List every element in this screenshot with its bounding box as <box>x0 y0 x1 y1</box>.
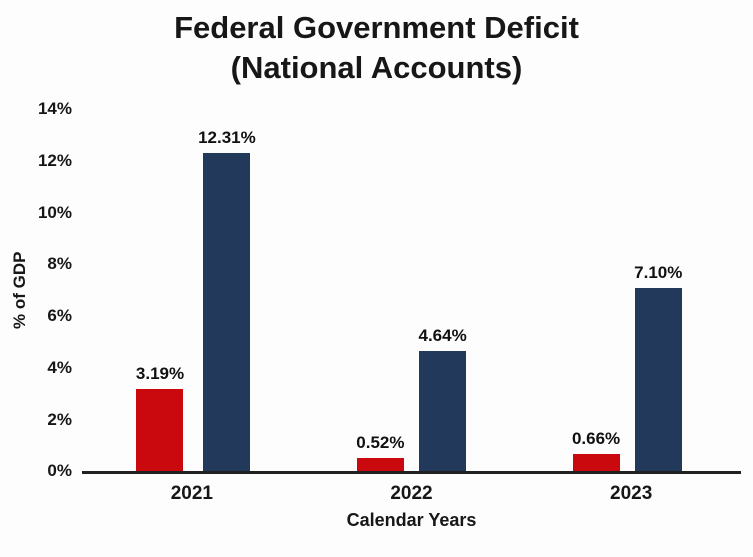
bar-chart: % of GDP 0% 2% 4% 6% 8% 10% 12% 14% 3.19% 12.31%… <box>0 87 753 531</box>
bar-deficit-red-2023 <box>572 454 620 472</box>
bar-deficit-navy-2023 <box>634 287 682 472</box>
x-tick-label-2021: 2021 <box>170 483 213 505</box>
chart-title-line2: (National Accounts) <box>230 49 523 85</box>
chart-title: Federal Government Deficit (National Acc… <box>0 0 753 87</box>
bar-column-deficit-navy-2021: 12.31% <box>198 128 256 472</box>
y-tick-label-8: 8% <box>47 254 72 274</box>
data-label-deficit-red-2023: 0.66% <box>571 429 621 449</box>
bar-deficit-navy-2022 <box>419 351 467 472</box>
plot-area: 3.19% 12.31% 0.52% 4.64% 0.66% 7.10% <box>82 109 741 475</box>
bar-column-deficit-red-2023: 0.66% <box>571 429 621 472</box>
x-tick-label-2023: 2023 <box>610 483 653 505</box>
bar-deficit-navy-2021 <box>203 153 251 472</box>
bar-group-2023: 0.66% 7.10% <box>519 263 735 472</box>
y-tick-label-12: 12% <box>37 151 72 171</box>
bar-column-deficit-red-2021: 3.19% <box>135 363 185 472</box>
y-axis: % of GDP 0% 2% 4% 6% 8% 10% 12% 14% <box>8 99 82 480</box>
data-label-deficit-red-2021: 3.19% <box>135 363 185 383</box>
y-axis-title: % of GDP <box>10 251 29 330</box>
x-tick-labels: 2021 2022 2023 <box>82 483 741 505</box>
data-label-deficit-navy-2022: 4.64% <box>418 326 467 346</box>
y-tick-label-6: 6% <box>47 306 72 326</box>
bar-deficit-red-2021 <box>136 388 184 472</box>
bar-group-2021: 3.19% 12.31% <box>88 128 304 472</box>
y-tick-label-0: 0% <box>47 461 72 481</box>
y-tick-label-2: 2% <box>47 409 72 429</box>
y-tick-labels: 0% 2% 4% 6% 8% 10% 12% 14% <box>32 99 82 480</box>
x-tick-label-2022: 2022 <box>390 483 433 505</box>
data-label-deficit-navy-2021: 12.31% <box>198 128 256 148</box>
y-tick-label-14: 14% <box>37 99 72 119</box>
y-tick-label-10: 10% <box>37 202 72 222</box>
bar-deficit-red-2022 <box>356 457 404 472</box>
bar-column-deficit-navy-2023: 7.10% <box>634 263 682 472</box>
data-label-deficit-red-2022: 0.52% <box>356 432 405 452</box>
bar-column-deficit-navy-2022: 4.64% <box>418 326 467 472</box>
bar-group-2022: 0.52% 4.64% <box>304 326 520 472</box>
bar-column-deficit-red-2022: 0.52% <box>356 432 405 472</box>
data-label-deficit-navy-2023: 7.10% <box>634 262 683 282</box>
chart-title-line1: Federal Government Deficit <box>174 10 579 45</box>
plot-column: 3.19% 12.31% 0.52% 4.64% 0.66% 7.10% 2021 2022… <box>82 109 741 531</box>
x-axis-title: Calendar Years <box>346 510 477 531</box>
y-tick-label-4: 4% <box>47 357 72 377</box>
